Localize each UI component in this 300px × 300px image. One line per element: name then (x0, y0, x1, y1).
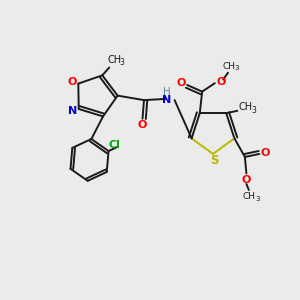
Text: CH: CH (238, 103, 253, 112)
Text: S: S (210, 154, 218, 167)
Text: N: N (68, 106, 77, 116)
Text: N: N (162, 94, 171, 104)
Text: O: O (176, 79, 186, 88)
Text: 3: 3 (120, 58, 124, 67)
Text: Cl: Cl (108, 140, 120, 150)
Text: O: O (67, 77, 76, 87)
Text: O: O (242, 175, 251, 185)
Text: H: H (163, 87, 171, 97)
Text: 3: 3 (235, 65, 239, 71)
Text: CH: CH (223, 61, 236, 70)
Text: 3: 3 (251, 106, 256, 115)
Text: CH: CH (242, 192, 255, 201)
Text: O: O (138, 120, 147, 130)
Text: O: O (261, 148, 270, 158)
Text: 3: 3 (255, 196, 260, 202)
Text: CH: CH (107, 55, 122, 65)
Text: O: O (216, 77, 226, 87)
